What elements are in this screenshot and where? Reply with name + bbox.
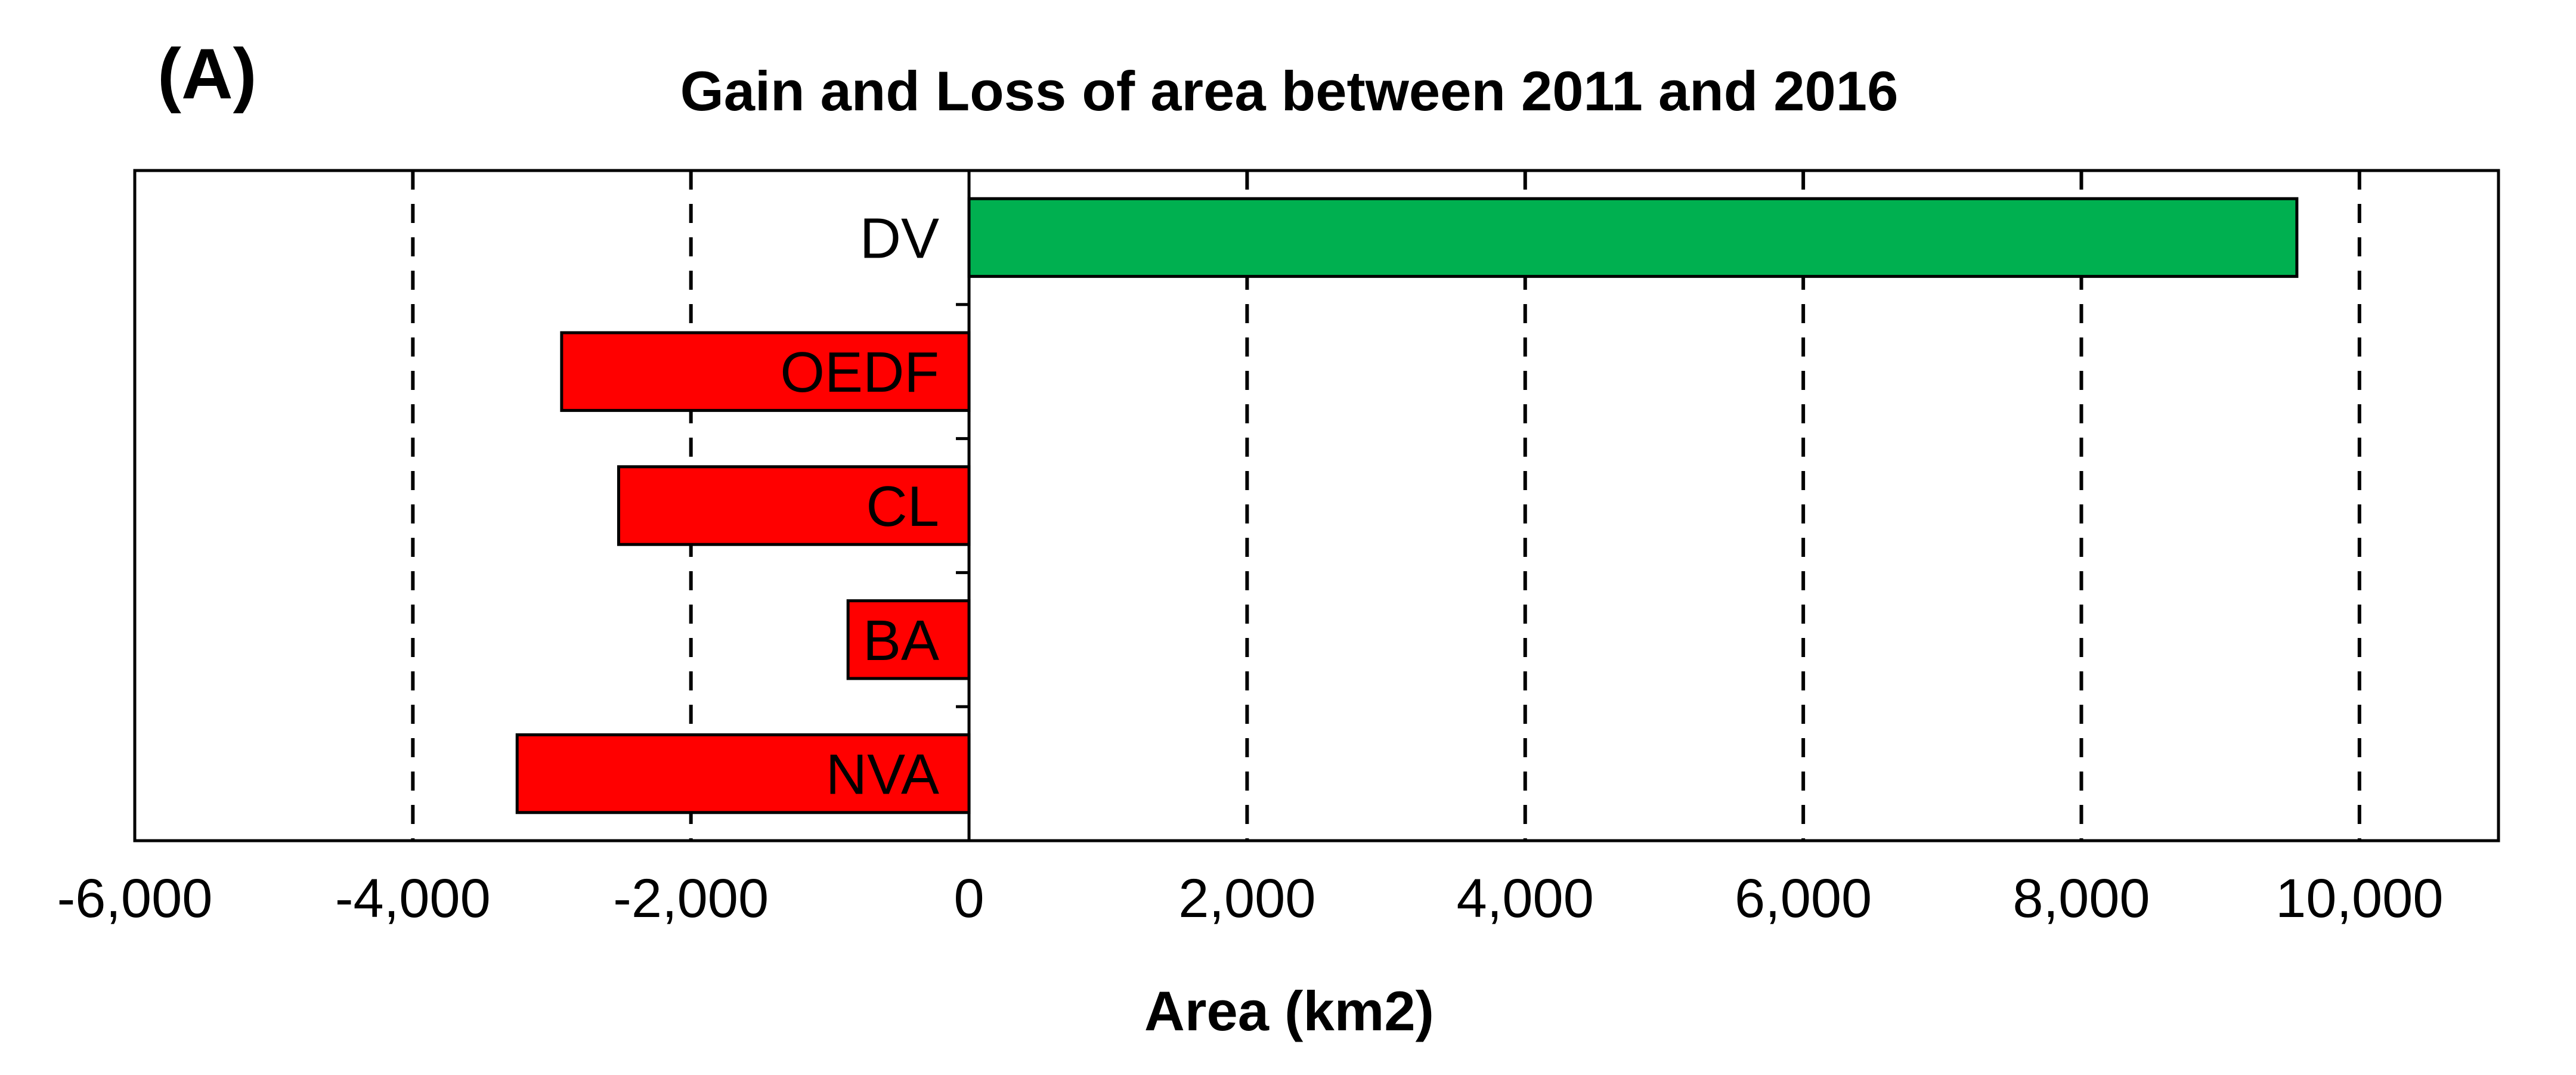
bar-dv xyxy=(967,197,2299,278)
bar-cl xyxy=(617,465,971,546)
plot-frame xyxy=(133,169,2500,842)
category-label-ba: BA xyxy=(863,609,939,673)
category-label-cl: CL xyxy=(866,475,939,538)
x-tick-label: 8,000 xyxy=(2012,868,2150,929)
x-tick-label: 6,000 xyxy=(1735,868,1872,929)
x-axis-label: Area (km2) xyxy=(1144,980,1434,1042)
bar-ba xyxy=(846,599,971,680)
x-tick-label: 2,000 xyxy=(1178,868,1315,929)
x-tick-labels: -6,000 -4,000 -2,000 0 2,000 4,000 6,000 8,000 1… xyxy=(57,868,2444,929)
x-tick-label: -4,000 xyxy=(335,868,491,929)
chart-title: Gain and Loss of area between 2011 and 2… xyxy=(680,60,1899,122)
category-label-dv: DV xyxy=(860,206,939,270)
bar-labels: DV OEDF CL BA NVA xyxy=(780,206,939,806)
bar-oedf xyxy=(560,331,971,412)
panel-label: (A) xyxy=(157,34,257,114)
x-tick-label: 10,000 xyxy=(2275,868,2443,929)
y-axis-ticks xyxy=(956,303,970,708)
category-label-oedf: OEDF xyxy=(780,340,939,404)
x-tick-label: 4,000 xyxy=(1457,868,1594,929)
x-tick-label: 0 xyxy=(953,868,984,929)
bar-nva xyxy=(515,733,971,814)
category-label-nva: NVA xyxy=(826,743,939,807)
bars xyxy=(515,197,2299,814)
x-tick-label: -2,000 xyxy=(613,868,769,929)
x-tick-label: -6,000 xyxy=(57,868,213,929)
